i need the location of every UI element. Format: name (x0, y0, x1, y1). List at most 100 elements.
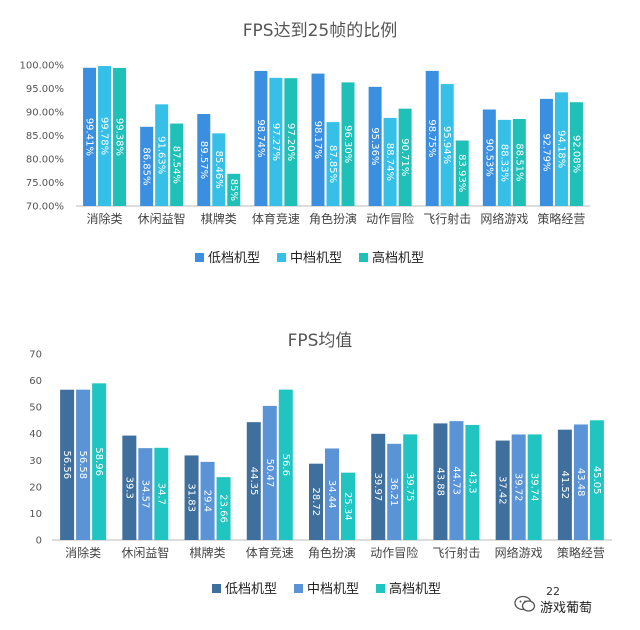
bar (278, 389, 293, 540)
bar (383, 117, 397, 206)
data-label: 39.97 (372, 473, 383, 502)
bar (511, 434, 526, 540)
data-label: 91.63% (156, 136, 167, 174)
legend-label: 中档机型 (307, 582, 359, 597)
data-label: 43.88 (434, 467, 445, 496)
bar (216, 477, 231, 540)
data-label: 29.4 (202, 490, 213, 512)
legend-label: 高档机型 (372, 250, 424, 266)
bar (269, 77, 283, 207)
data-label: 39.72 (513, 473, 524, 502)
bar (449, 421, 464, 540)
x-tick-label: 棋牌类 (201, 212, 237, 226)
legend-swatch (376, 584, 385, 593)
x-tick-label: 消除类 (65, 545, 101, 560)
data-label: 88.33% (498, 144, 509, 182)
chart-title: FPS达到25帧的比例 (243, 21, 397, 41)
data-label: 83.93% (456, 154, 467, 192)
legend-swatch (195, 253, 204, 262)
data-label: 39.3 (123, 477, 134, 499)
data-label: 85.46% (213, 151, 224, 189)
x-tick-label: 体育竞速 (246, 545, 294, 560)
bar (184, 455, 199, 540)
y-tick-label: 85.00% (26, 131, 64, 142)
chart-fps-25-ratio: FPS达到25帧的比例 70.00% 75.00% 80.00% 85.00% 90.00… (20, 21, 590, 266)
y-tick-label: 40 (29, 429, 42, 440)
bar (440, 84, 454, 206)
bar (309, 463, 323, 540)
bar (76, 389, 91, 540)
data-label: 36.21 (388, 478, 399, 507)
x-tick-label: 飞行射击 (432, 545, 480, 560)
bar (371, 433, 386, 540)
y-tick-label: 95.00% (26, 84, 64, 95)
bar (497, 119, 511, 206)
bar (569, 102, 583, 206)
bar (341, 472, 355, 540)
x-tick-label: 棋牌类 (190, 546, 226, 560)
legend-label: 高档机型 (389, 581, 441, 597)
x-tick-label: 飞行射击 (423, 211, 471, 226)
chart-fps-mean: FPS均值 0 10 20 30 40 50 60 70 56.56 56.58 58.96 消除类 39… (29, 331, 612, 597)
bar (425, 70, 439, 206)
data-label: 98.74% (255, 119, 266, 157)
y-tick-label: 70 (29, 350, 42, 361)
data-label: 98.75% (426, 119, 437, 157)
legend-swatch (212, 584, 221, 593)
data-label: 99.78% (99, 117, 110, 155)
data-label: 99.41% (84, 118, 95, 156)
bar (341, 82, 355, 206)
bar (554, 92, 568, 206)
legend-swatch (359, 253, 368, 262)
y-tick-label: 20 (29, 482, 42, 493)
bar (197, 114, 211, 206)
x-tick-label: 网络游戏 (495, 545, 543, 560)
data-label: 45.05 (591, 466, 602, 495)
data-label: 86.85% (141, 147, 152, 185)
data-label: 90.53% (483, 139, 494, 177)
bar (227, 173, 241, 206)
x-tick-label: 动作冒险 (366, 211, 414, 226)
bar (170, 123, 184, 206)
bar (482, 109, 496, 206)
bar (311, 73, 325, 206)
data-label: 58.96 (93, 447, 104, 476)
bar (403, 434, 418, 540)
data-label: 92.08% (570, 135, 581, 173)
data-label: 34.57 (139, 480, 150, 509)
x-tick-label: 动作冒险 (370, 545, 418, 560)
bar (138, 448, 153, 540)
legend-swatch (294, 584, 303, 593)
y-tick-label: 100.00% (20, 61, 65, 72)
watermark: 22 游戏葡萄 (512, 585, 632, 621)
y-tick-label: 60 (29, 376, 42, 387)
chart-title: FPS均值 (288, 331, 353, 351)
bar (465, 424, 480, 540)
data-label: 43.48 (575, 468, 586, 497)
brand-name: 游戏葡萄 (540, 601, 593, 616)
bar (60, 389, 75, 540)
bar (284, 78, 298, 206)
y-tick-label: 50 (29, 403, 42, 414)
bar (246, 422, 261, 540)
x-tick-label: 角色扮演 (309, 211, 357, 226)
x-tick-label: 网络游戏 (480, 211, 528, 226)
bar (92, 383, 107, 540)
bar (512, 119, 526, 206)
data-label: 94.18% (555, 130, 566, 168)
data-label: 34.44 (326, 480, 337, 509)
page-number: 22 (546, 585, 560, 598)
legend-swatch (277, 253, 286, 262)
data-label: 43.3 (466, 471, 477, 493)
bar (154, 447, 169, 540)
data-label: 50.47 (264, 459, 275, 488)
data-label: 23.66 (218, 494, 229, 523)
bar (98, 66, 112, 206)
data-label: 97.27% (270, 123, 281, 161)
bar (589, 420, 604, 540)
data-label: 34.7 (155, 483, 166, 505)
data-label: 41.52 (559, 471, 570, 500)
data-label: 39.75 (404, 473, 415, 502)
x-tick-label: 策略经营 (537, 211, 585, 226)
